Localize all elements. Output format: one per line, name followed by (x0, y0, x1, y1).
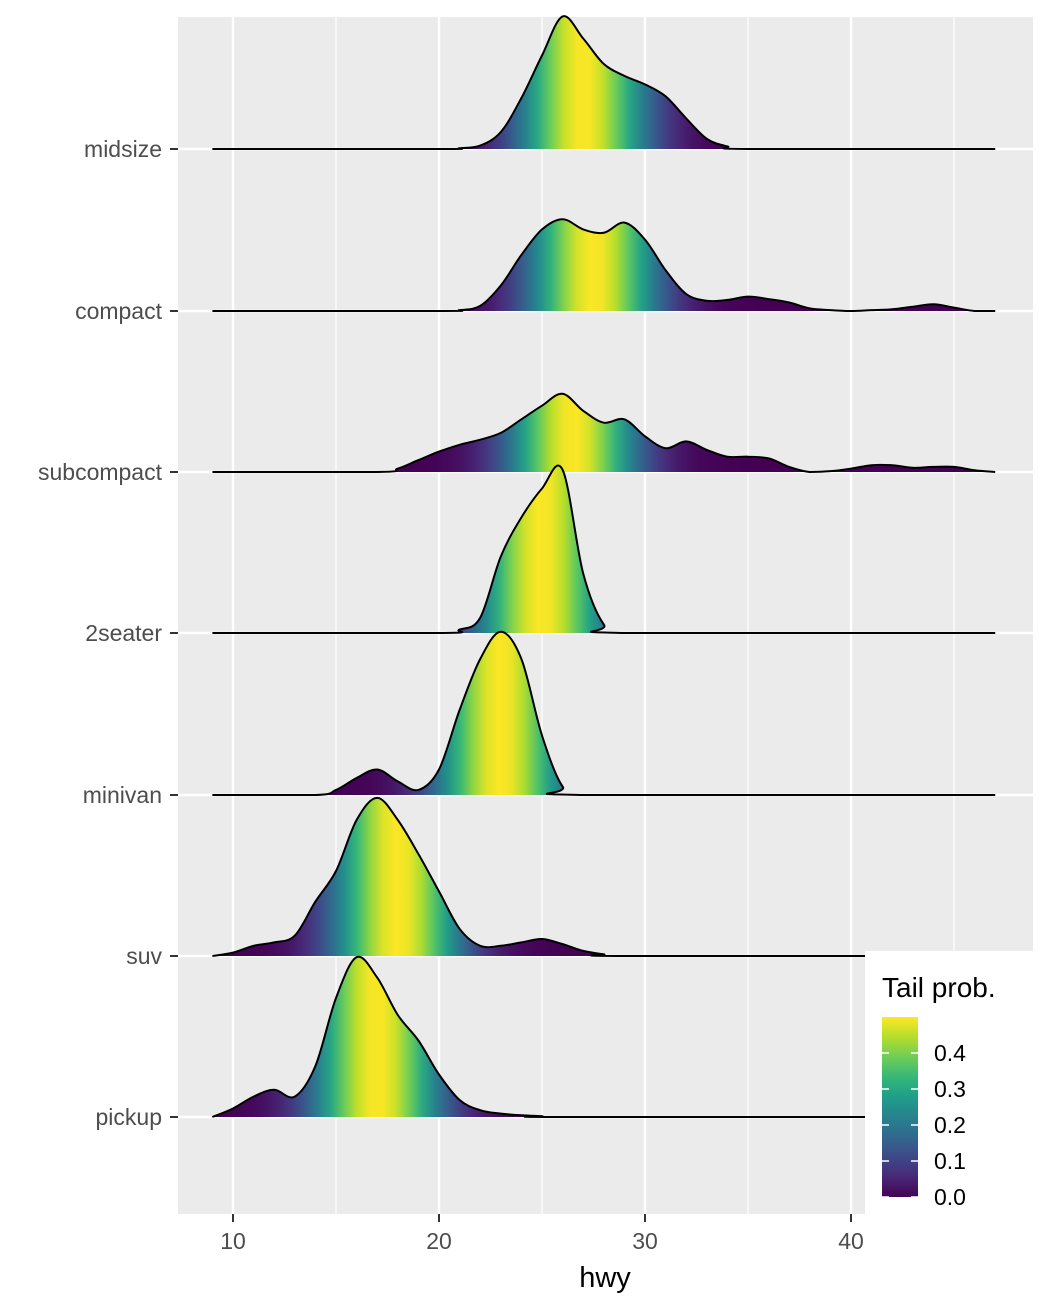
x-tick-label: 10 (220, 1228, 246, 1254)
ridge-outline-minivan (212, 630, 996, 797)
legend: Tail prob. 0.0 0.1 0.2 0.3 0.4 (865, 951, 1045, 1221)
y-tick-label: midsize (84, 136, 162, 162)
y-axis: midsize compact subcompact 2seater minivan su… (38, 136, 178, 1130)
x-axis-title: hwy (579, 1262, 631, 1294)
y-tick-label: compact (75, 298, 163, 324)
legend-colorbar (882, 1017, 918, 1197)
ridge-outline-midsize (212, 15, 996, 150)
x-tick-label: 30 (632, 1228, 658, 1254)
legend-title: Tail prob. (882, 972, 996, 1003)
x-axis: 10 20 30 40 (220, 1214, 864, 1254)
ridge-fill-pickup (212, 956, 996, 1117)
ridge-outline-suv (212, 796, 996, 958)
ridge-outline-pickup (212, 955, 996, 1119)
legend-tick-label: 0.0 (934, 1184, 966, 1210)
y-tick-label: 2seater (85, 620, 162, 646)
y-tick-label: subcompact (38, 459, 163, 485)
ridge-fill-subcompact (212, 393, 996, 472)
x-tick-label: 40 (838, 1228, 864, 1254)
legend-tick-label: 0.2 (934, 1112, 966, 1138)
ridge-outline-2seater (212, 464, 996, 635)
legend-ticks: 0.0 0.1 0.2 0.3 0.4 (882, 1040, 966, 1210)
y-tick-label: suv (126, 943, 162, 969)
y-tick-label: pickup (96, 1104, 162, 1130)
legend-tick-label: 0.3 (934, 1076, 966, 1102)
ridge-fill-compact (212, 219, 996, 311)
x-tick-label: 20 (426, 1228, 452, 1254)
ridge-outline-subcompact (212, 392, 996, 474)
legend-tick-label: 0.1 (934, 1148, 966, 1174)
ridge-fill-midsize (212, 16, 996, 149)
ridge-outline-compact (212, 218, 996, 312)
density-ridges (212, 15, 996, 1119)
legend-tick-label: 0.4 (934, 1040, 966, 1066)
y-tick-label: minivan (83, 782, 162, 808)
